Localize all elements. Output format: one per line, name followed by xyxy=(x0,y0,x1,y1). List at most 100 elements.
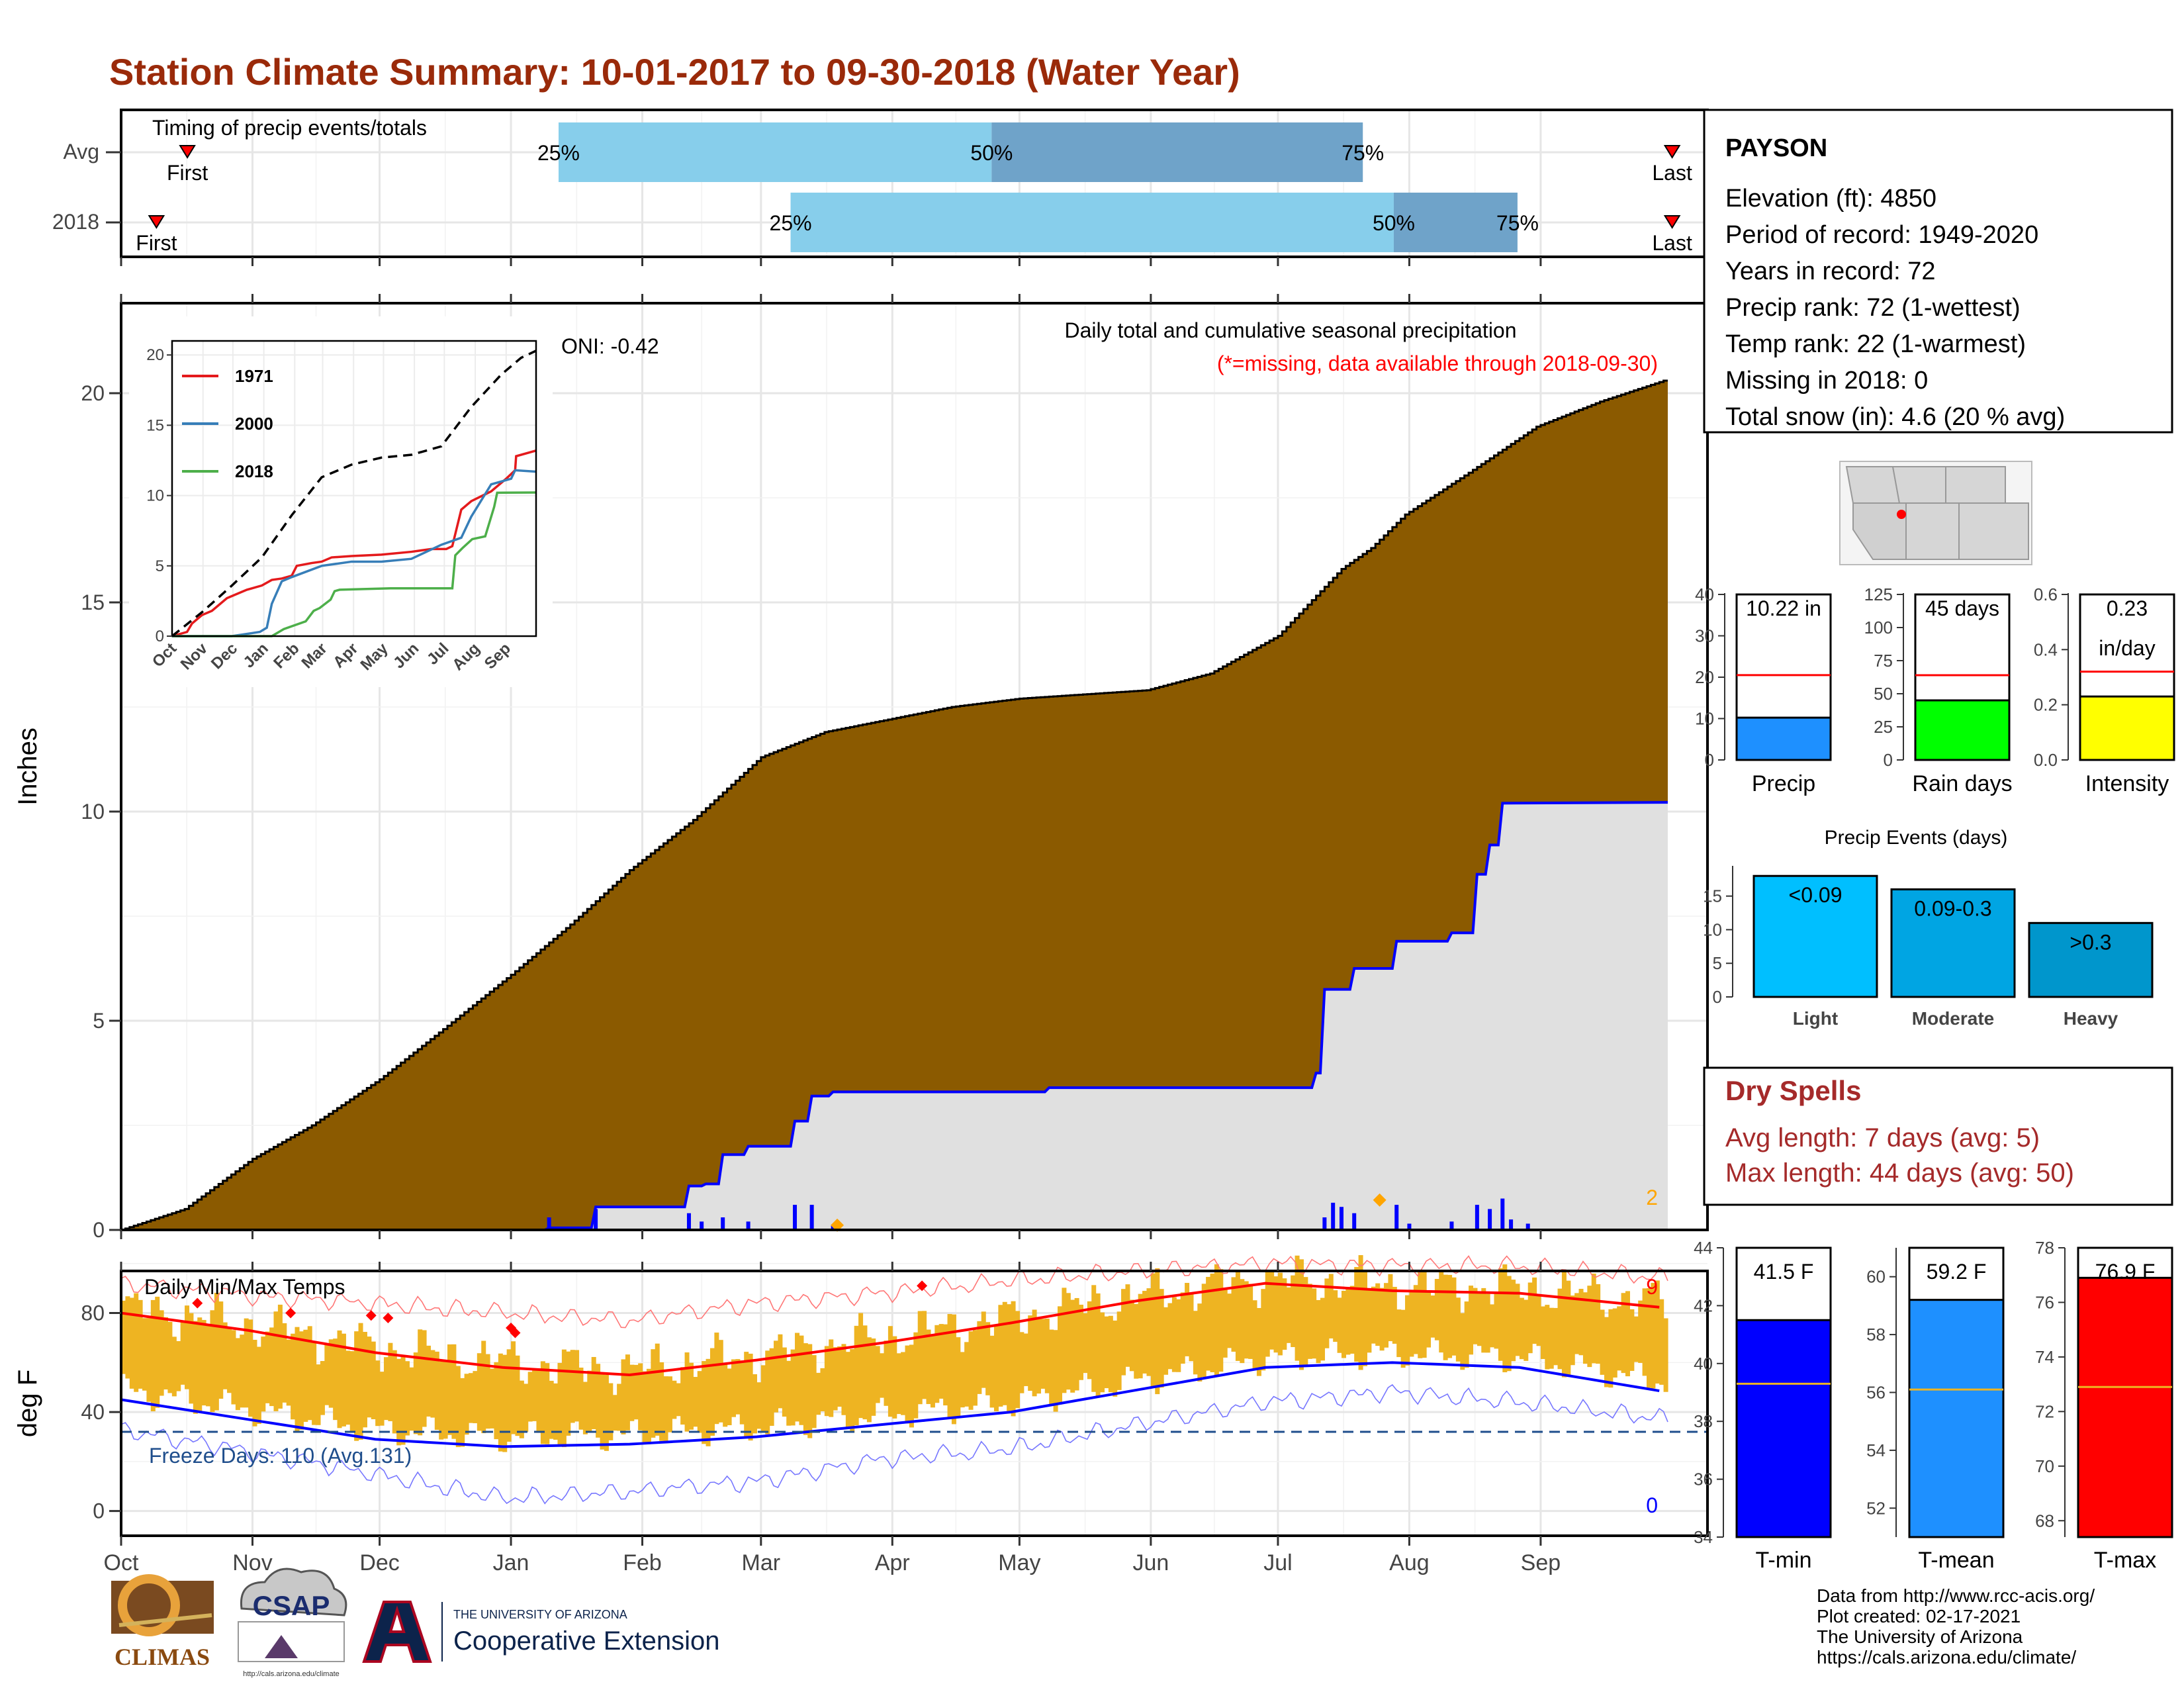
climas-logo-arrow xyxy=(118,1613,212,1627)
daily-precip-bar xyxy=(809,1205,814,1230)
daily-temp-bar xyxy=(295,1327,300,1431)
temp-summary-y-tick-label: 52 xyxy=(1866,1498,1886,1518)
daily-temp-bar xyxy=(774,1340,779,1413)
timing-first-marker xyxy=(179,145,196,159)
daily-temp-bar xyxy=(328,1339,334,1408)
daily-temp-bar xyxy=(642,1371,647,1443)
temp-summary-value: 41.5 F xyxy=(1754,1260,1814,1284)
daily-temp-bar xyxy=(1418,1272,1423,1358)
daily-temp-bar xyxy=(540,1361,545,1444)
daily-temp-bar xyxy=(905,1345,910,1424)
daily-temp-bar xyxy=(981,1311,986,1388)
daily-precip-bar xyxy=(1394,1205,1399,1230)
daily-temp-bar xyxy=(150,1299,156,1411)
daily-temp-bar xyxy=(799,1335,804,1425)
daily-temp-bar xyxy=(663,1376,668,1442)
daily-temp-bar xyxy=(1566,1280,1571,1378)
station-info-line: Years in record: 72 xyxy=(1725,258,1936,285)
daily-temp-bar xyxy=(1176,1299,1181,1372)
timing-last-marker xyxy=(1663,215,1681,229)
daily-temp-bar xyxy=(1578,1288,1584,1356)
daily-temp-bar xyxy=(1015,1311,1020,1409)
daily-temp-bar xyxy=(345,1350,351,1425)
summary-bar-charts: 0 10 20 30 40 10.22 in Precip 0 25 50 75 100 125 45 d… xyxy=(1695,585,2175,796)
daily-temp-bar xyxy=(1557,1288,1563,1370)
daily-temp-bar xyxy=(718,1340,723,1423)
daily-temp-bar xyxy=(1443,1274,1448,1360)
oni-value: ONI: -0.42 xyxy=(561,334,659,358)
daily-temp-bar xyxy=(1121,1289,1126,1376)
daily-temp-bar xyxy=(600,1374,605,1450)
daily-temp-bar xyxy=(578,1368,584,1430)
daily-temp-bar xyxy=(125,1296,130,1379)
daily-temp-bar xyxy=(261,1336,266,1412)
daily-temp-bar xyxy=(1659,1299,1664,1385)
daily-temp-bar xyxy=(1307,1284,1312,1359)
daily-temp-bar xyxy=(731,1359,736,1417)
daily-temp-bar xyxy=(193,1321,198,1414)
daily-temp-bar xyxy=(1011,1301,1016,1417)
daily-temp-bar xyxy=(536,1370,541,1433)
daily-temp-bar xyxy=(1561,1271,1567,1378)
daily-temp-bar xyxy=(922,1311,927,1399)
daily-temp-bar xyxy=(451,1344,457,1439)
daily-temp-bar xyxy=(1574,1293,1580,1354)
daily-temp-bar xyxy=(1159,1289,1164,1388)
daily-temp-bar xyxy=(155,1296,160,1408)
mini-bar-label: Rain days xyxy=(1912,771,2012,796)
temp-summary-y-tick-label: 36 xyxy=(1694,1470,1713,1489)
daily-temp-bar xyxy=(1074,1297,1079,1391)
daily-temp-bar xyxy=(1240,1279,1245,1364)
daily-temp-bar xyxy=(1146,1288,1152,1376)
daily-temp-bar xyxy=(341,1333,346,1427)
daily-temp-bar xyxy=(231,1330,236,1405)
daily-temp-bar xyxy=(1100,1312,1105,1393)
csap-logo: CSAP http://cals.arizona.edu/climate xyxy=(238,1568,347,1678)
daily-temp-bar xyxy=(1324,1278,1330,1348)
map-region-texas xyxy=(1958,502,2029,560)
daily-temp-bar xyxy=(218,1301,224,1399)
temp-summary-y-tick-label: 58 xyxy=(1866,1325,1886,1344)
daily-temp-bar xyxy=(460,1378,465,1447)
daily-temp-bar xyxy=(964,1342,970,1407)
daily-temp-bar xyxy=(566,1351,571,1436)
daily-temp-bar xyxy=(1095,1293,1101,1397)
daily-temp-bar xyxy=(1600,1309,1605,1375)
daily-temp-bar xyxy=(159,1310,164,1396)
daily-temp-bar xyxy=(349,1351,355,1432)
daily-temp-bar xyxy=(1032,1309,1037,1397)
station-info-line: Period of record: 1949-2020 xyxy=(1725,221,2038,249)
map-region-nevada xyxy=(1845,466,1901,504)
timing-first-label: First xyxy=(136,231,177,255)
daily-temp-bar xyxy=(887,1326,893,1417)
map-region-colorado xyxy=(1945,466,2006,504)
daily-precip-bar xyxy=(1509,1219,1514,1230)
month-label: Dec xyxy=(359,1550,399,1575)
daily-temp-bar xyxy=(1108,1315,1113,1393)
mini-bar-value-label: 10.22 in xyxy=(1746,596,1821,620)
daily-temp-bar xyxy=(739,1360,745,1425)
daily-temp-bar xyxy=(1540,1306,1545,1359)
station-name: PAYSON xyxy=(1725,134,1827,162)
hot-days-count: 9 xyxy=(1646,1275,1658,1299)
month-label: Jul xyxy=(1263,1550,1292,1575)
daily-temp-bar xyxy=(1244,1281,1249,1359)
record-high-marker xyxy=(365,1310,377,1321)
daily-temp-bar xyxy=(845,1352,850,1429)
precip-event-bar-moderate xyxy=(1890,888,2016,998)
daily-temp-bar xyxy=(1113,1320,1118,1397)
daily-temp-bar xyxy=(286,1339,291,1406)
cold-days-count: 0 xyxy=(1646,1493,1658,1517)
daily-temp-bar xyxy=(1058,1306,1063,1405)
daily-temp-bar xyxy=(702,1361,707,1444)
map-region-new-mexico xyxy=(1905,502,1960,560)
daily-temp-bar xyxy=(1413,1285,1418,1354)
daily-precip-bar xyxy=(1322,1217,1327,1230)
daily-temp-bar xyxy=(1608,1309,1614,1388)
daily-temp-bar xyxy=(1460,1313,1465,1370)
daily-temp-bar xyxy=(612,1395,617,1431)
precip-event-range: 0.09-0.3 xyxy=(1914,897,1991,921)
daily-temp-bar xyxy=(1295,1255,1300,1361)
daily-temp-bar xyxy=(1231,1277,1236,1352)
daily-temp-bar xyxy=(735,1359,741,1415)
